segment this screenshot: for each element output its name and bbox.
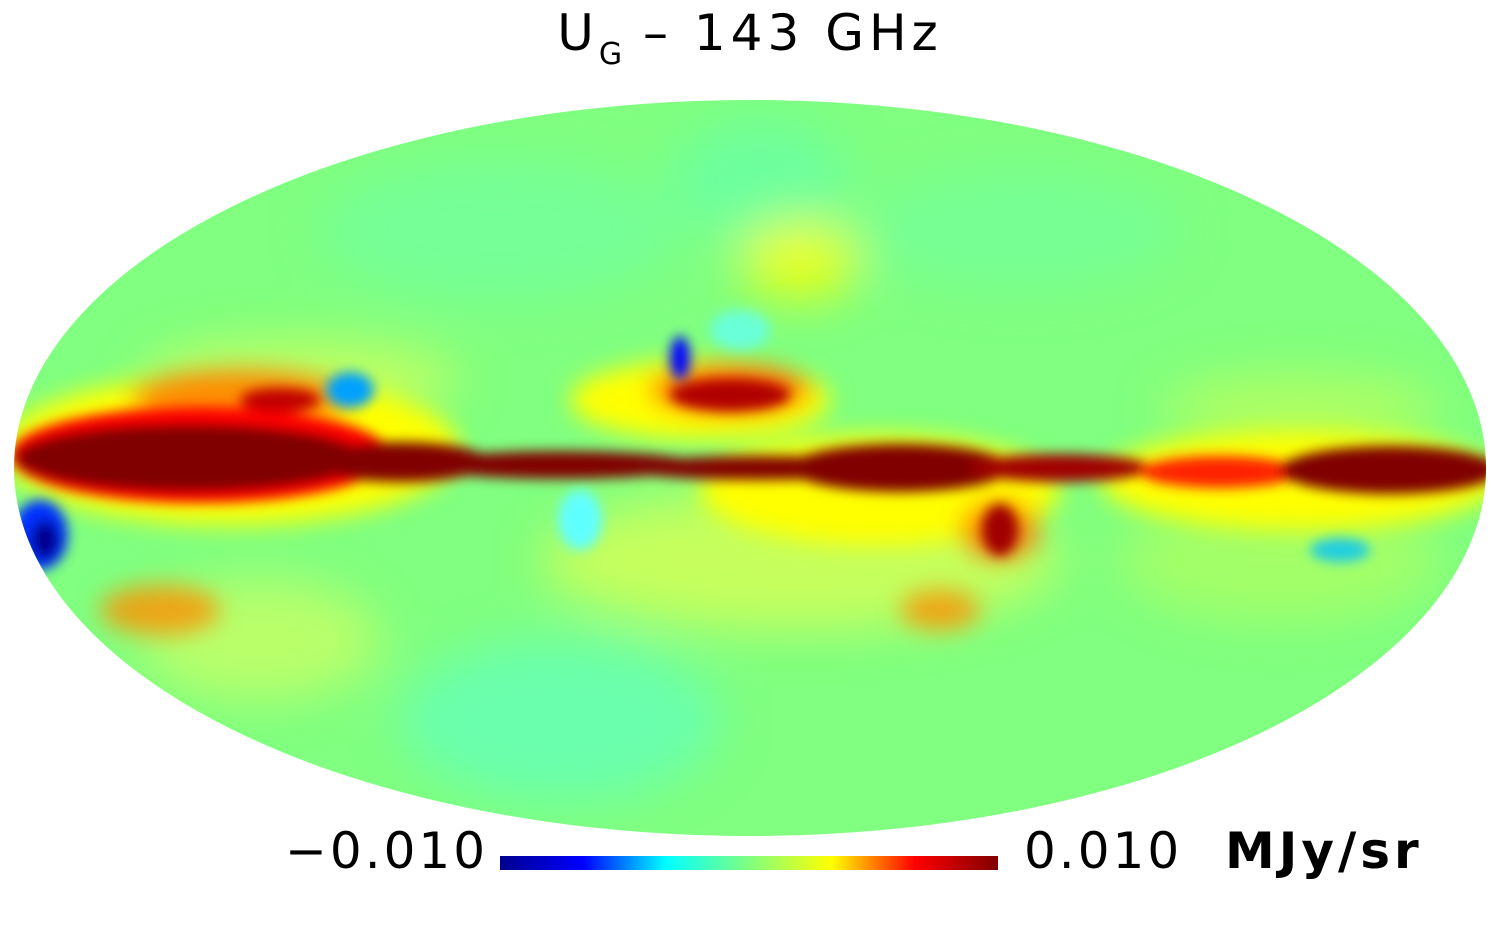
title-main: U [557,4,599,62]
colorbar-max-label: 0.010 [1024,822,1183,880]
colorbar-unit-label: MJy/sr [1225,822,1423,880]
map-content [14,100,1486,836]
diffuse-structure [140,120,1440,800]
colorbar [500,856,998,870]
colorbar-min-label: −0.010 [285,822,489,880]
galactic-plane [14,379,1486,556]
title-rest: – 143 GHz [622,4,943,62]
title-subscript: G [598,37,623,72]
map-title: UG – 143 GHz [0,4,1500,72]
negative-regions [14,310,1370,570]
